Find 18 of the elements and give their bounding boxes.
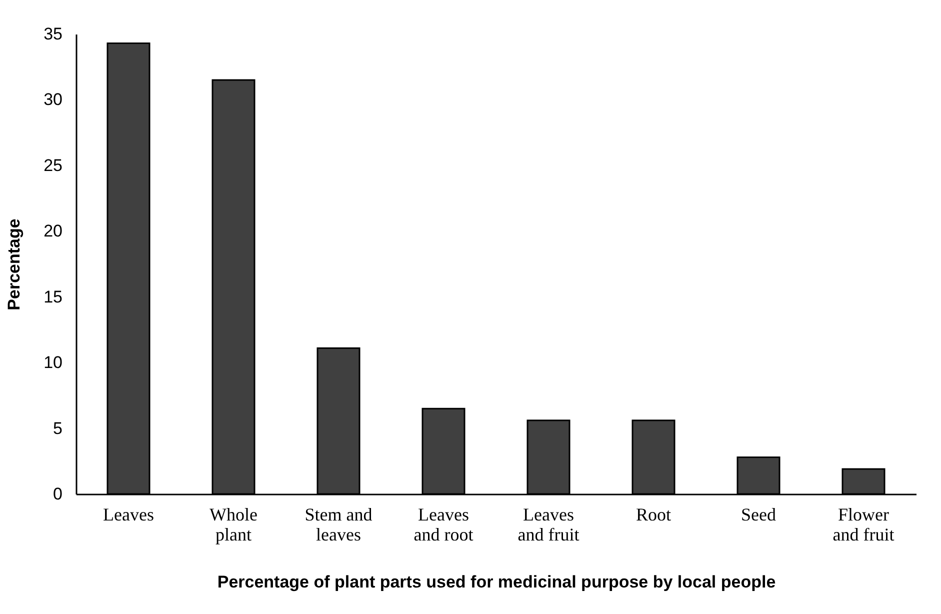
x-tick-label: Leaves — [103, 504, 154, 524]
x-tick-label: Root — [636, 504, 672, 524]
x-tick-label: Leaves and fruit — [518, 504, 580, 544]
y-tick-label: 30 — [44, 90, 62, 110]
x-tick-label: Seed — [741, 504, 776, 524]
y-tick-label: 20 — [44, 222, 62, 241]
x-tick-label: Leaves and root — [414, 504, 474, 544]
x-tick-label: Stem and leaves — [304, 504, 372, 544]
x-axis-title: Percentage of plant parts used for medicinal purpose by local people — [217, 572, 776, 592]
x-tick-label: Whole plant — [210, 504, 258, 544]
y-tick-label: 5 — [53, 418, 62, 438]
x-tick-label: Flower and fruit — [832, 504, 894, 544]
y-tick-label: 25 — [44, 156, 62, 175]
y-tick-label: 15 — [44, 287, 62, 306]
y-axis-title: Percentage — [4, 218, 24, 310]
y-tick-label: 0 — [53, 484, 62, 504]
y-tick-label: 10 — [44, 353, 62, 372]
y-tick-label: 35 — [44, 24, 62, 44]
